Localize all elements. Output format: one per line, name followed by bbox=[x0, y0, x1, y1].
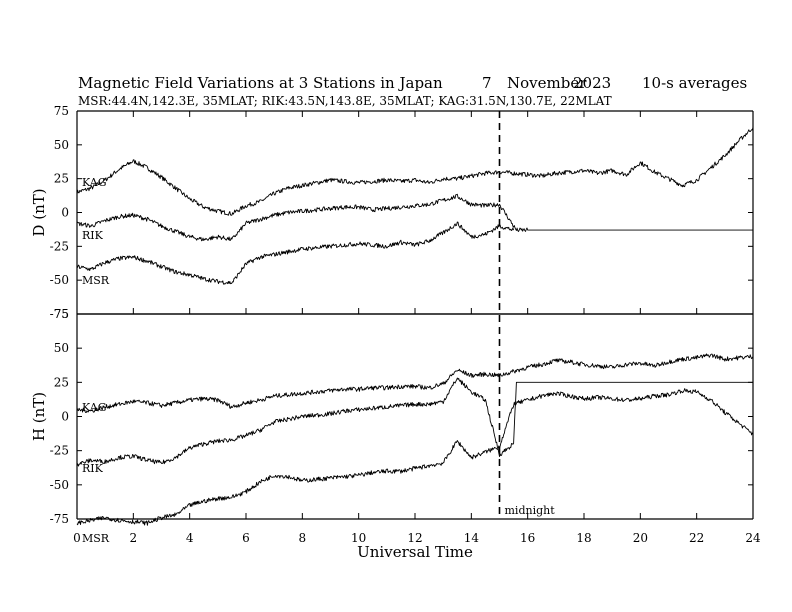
series-label-h-msr: MSR bbox=[82, 532, 110, 545]
x-axis-label: Universal Time bbox=[357, 543, 473, 561]
xtick-label: 18 bbox=[576, 531, 591, 545]
series-d-msr-line bbox=[76, 221, 515, 285]
xtick-label: 22 bbox=[689, 531, 704, 545]
panel-h-ytick-label: 75 bbox=[54, 307, 69, 321]
series-h-msr-line bbox=[76, 388, 754, 526]
xtick-label: 12 bbox=[407, 531, 422, 545]
stations-info: MSR:44.4N,142.3E, 35MLAT; RIK:43.5N,143.… bbox=[78, 94, 612, 108]
panel-d-ylabel: D (nT) bbox=[30, 188, 48, 236]
panel-h-ylabel: H (nT) bbox=[30, 392, 48, 441]
series-label-d-kag: KAG bbox=[82, 176, 107, 189]
xtick-label: 0 bbox=[73, 531, 81, 545]
panel-h: -75 -50 -25 0 25 50 75 H (nT) KAG RIK MSR bbox=[30, 307, 754, 545]
averaging-label: 10-s averages bbox=[642, 74, 747, 92]
panel-d-ytick-label: 75 bbox=[54, 104, 69, 118]
panel-d-ytick-label: -75 bbox=[50, 307, 69, 321]
xtick-label: 24 bbox=[745, 531, 761, 545]
date-month: November bbox=[507, 74, 587, 92]
series-label-h-kag: KAG bbox=[82, 401, 107, 414]
midnight-label: midnight bbox=[505, 504, 556, 517]
xtick-label: 20 bbox=[633, 531, 648, 545]
series-h-rik-line bbox=[76, 377, 753, 467]
panel-h-ytick-label: 0 bbox=[61, 410, 69, 424]
panel-d-ytick-label: 0 bbox=[61, 206, 69, 220]
xtick-label: 2 bbox=[130, 531, 138, 545]
series-h-kag-line bbox=[76, 353, 754, 414]
date-year: 2023 bbox=[573, 74, 611, 92]
xtick-label: 6 bbox=[242, 531, 250, 545]
xtick-label: 4 bbox=[186, 531, 194, 545]
panel-d-ytick-label: 25 bbox=[54, 172, 69, 186]
panel-h-ytick-label: 50 bbox=[54, 341, 69, 355]
date-day: 7 bbox=[482, 74, 492, 92]
panel-d-ytick-label: -25 bbox=[50, 239, 69, 253]
series-d-rik-line bbox=[76, 193, 753, 242]
panel-h-ytick-label: -75 bbox=[50, 512, 69, 526]
panel-d: -75 -50 -25 0 25 50 75 D (nT) KAG RIK MSR bbox=[30, 104, 754, 321]
panel-d-ytick-label: -50 bbox=[50, 273, 69, 287]
panel-d-ytick-label: 50 bbox=[54, 138, 69, 152]
series-label-d-rik: RIK bbox=[82, 229, 104, 242]
xtick-label: 16 bbox=[520, 531, 535, 545]
panel-h-ytick-label: -25 bbox=[50, 444, 69, 458]
xtick-label: 8 bbox=[299, 531, 307, 545]
chart-title: Magnetic Field Variations at 3 Stations … bbox=[78, 74, 443, 92]
xtick-label: 14 bbox=[464, 531, 480, 545]
series-label-d-msr: MSR bbox=[82, 274, 110, 287]
series-label-h-rik: RIK bbox=[82, 462, 104, 475]
xtick-label: 10 bbox=[351, 531, 366, 545]
panel-h-ytick-label: -50 bbox=[50, 478, 69, 492]
series-d-kag-line bbox=[76, 127, 754, 216]
panel-h-ytick-label: 25 bbox=[54, 375, 69, 389]
